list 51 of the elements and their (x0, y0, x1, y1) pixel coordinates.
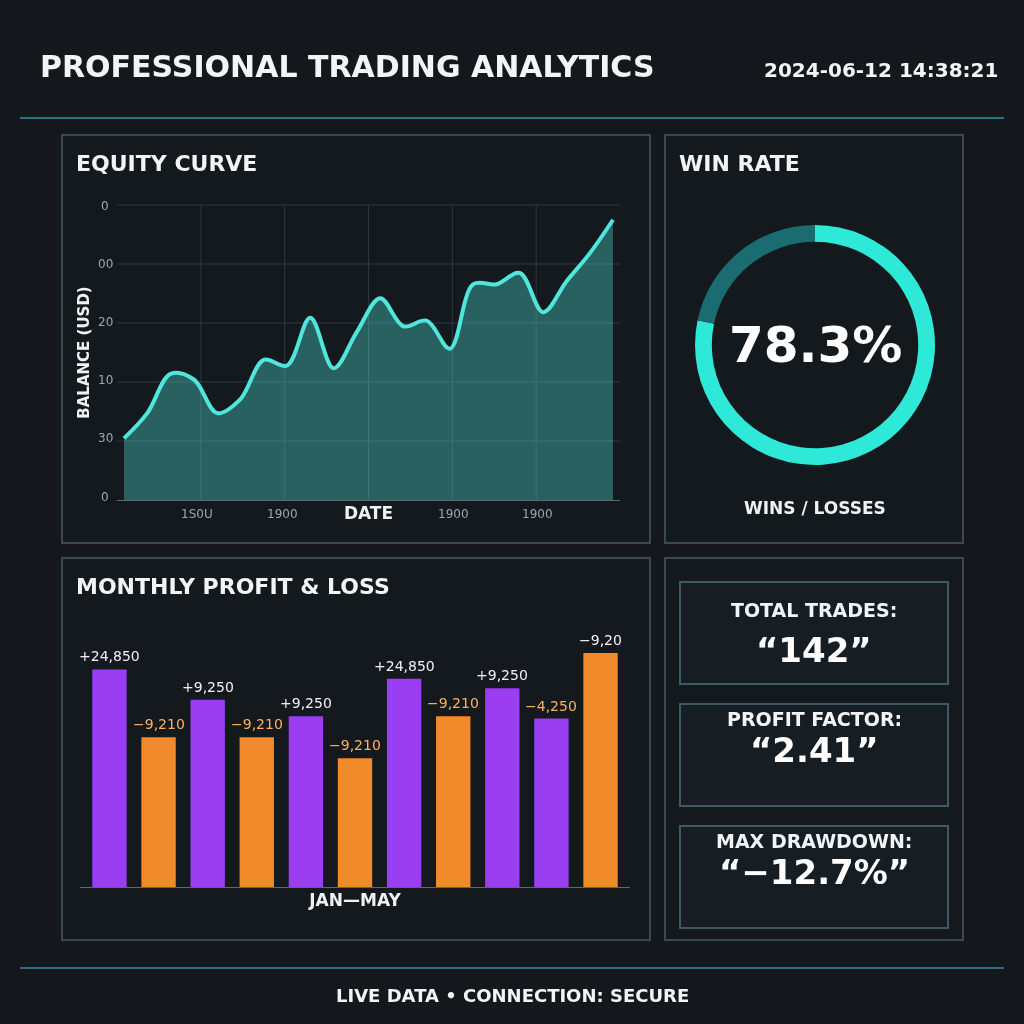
chart-title: WIN RATE (679, 151, 800, 176)
donut-slice (697, 225, 815, 324)
text: PROFIT FACTOR: (727, 708, 903, 730)
text: TOTAL TRADES: (731, 599, 898, 621)
bar (386, 678, 422, 887)
data-label: 78.3% (729, 316, 903, 374)
text: 0 (101, 490, 109, 504)
annotation: −4,250 (525, 698, 577, 714)
annotation: +24,850 (79, 648, 140, 664)
chart-title: MONTHLY PROFIT & LOSS (76, 574, 390, 599)
text: “142” (756, 630, 872, 670)
text: 00 (98, 257, 114, 271)
bar (583, 653, 618, 887)
annotation: −9,210 (427, 695, 479, 711)
donut-slice (695, 225, 935, 465)
bar (534, 718, 569, 887)
text: PROFESSIONAL TRADING ANALYTICS (40, 49, 655, 84)
annotation: +9,250 (476, 667, 528, 683)
y-axis-title: BALANCE (USD) (75, 286, 94, 419)
text: 1900 (267, 507, 298, 521)
annotation: −9,210 (133, 716, 185, 732)
chart-title: EQUITY CURVE (76, 151, 258, 176)
text: −9,20 (579, 632, 622, 648)
bar (239, 737, 274, 887)
text: “2.41” (750, 730, 879, 770)
annotation: −9,210 (329, 737, 381, 753)
x-axis-title: JAN—MAY (308, 890, 402, 910)
text: WINS / LOSSES (744, 498, 886, 518)
text: 1900 (438, 507, 469, 521)
bar (92, 669, 127, 887)
text: 2024-06-12 14:38:21 (764, 58, 999, 82)
bar (190, 699, 225, 887)
text: MAX DRAWDOWN: (716, 830, 913, 852)
bar (436, 716, 471, 887)
text: 1S0U (181, 507, 213, 521)
text: 10 (98, 373, 114, 387)
bar (141, 737, 176, 887)
text: “−12.7%” (719, 852, 911, 892)
annotation: +24,850 (374, 658, 435, 674)
annotation: −9,210 (231, 716, 283, 732)
bar (485, 688, 520, 887)
annotation: +9,250 (280, 695, 332, 711)
annotation: +9,250 (182, 679, 234, 695)
text: 0 (101, 199, 109, 213)
text: 20 (98, 315, 114, 329)
bar (288, 716, 324, 887)
text: LIVE DATA • CONNECTION: SECURE (336, 985, 690, 1006)
x-axis-title: DATE (343, 503, 394, 523)
text: 1900 (522, 507, 553, 521)
text: 30 (98, 431, 114, 445)
bar (337, 758, 373, 887)
